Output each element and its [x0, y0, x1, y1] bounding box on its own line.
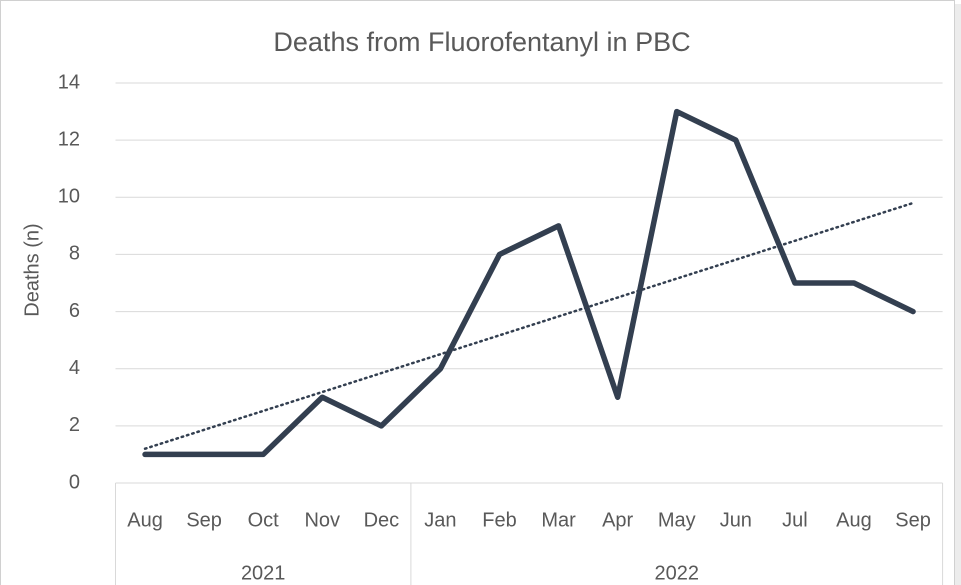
x-tick-label: Aug [836, 509, 872, 531]
x-tick-label: Jan [424, 509, 456, 531]
x-tick-label: Jun [720, 509, 752, 531]
x-tick-label: Oct [248, 509, 280, 531]
chart-title: Deaths from Fluorofentanyl in PBC [273, 27, 690, 57]
x-tick-label: Aug [127, 509, 163, 531]
x-tick-label: Sep [895, 509, 931, 531]
x-tick-label: Feb [482, 509, 516, 531]
y-tick-label: 8 [69, 243, 80, 265]
data-line [142, 108, 916, 458]
x-group-label: 2022 [654, 562, 699, 584]
y-tick-label: 12 [58, 128, 80, 150]
trendline [143, 201, 915, 450]
x-tick-label: Jul [782, 509, 808, 531]
y-axis-title: Deaths (n) [21, 223, 43, 316]
y-tick-label: 0 [69, 471, 80, 493]
y-tick-label: 10 [58, 186, 80, 208]
y-tick-label: 2 [69, 414, 80, 436]
shadow [955, 4, 961, 585]
x-tick-label: Dec [364, 509, 400, 531]
y-tick-label: 4 [69, 357, 80, 379]
x-tick-label: May [658, 509, 696, 531]
x-tick-label: Apr [602, 509, 633, 531]
x-tick-label: Nov [304, 509, 340, 531]
y-tick-label: 14 [58, 71, 80, 93]
x-group-label: 2021 [241, 562, 286, 584]
y-tick-label: 6 [69, 300, 80, 322]
x-tick-label: Mar [541, 509, 576, 531]
x-tick-label: Sep [186, 509, 222, 531]
